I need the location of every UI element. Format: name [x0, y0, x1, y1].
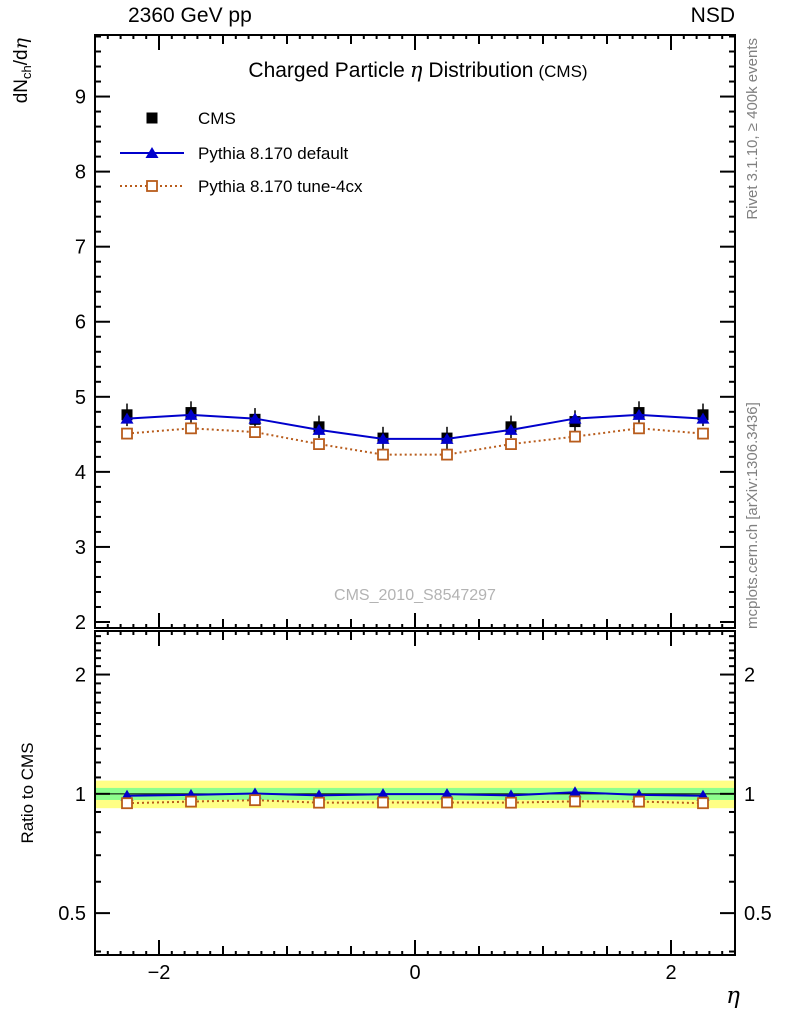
ylabel-post: /d	[11, 49, 32, 65]
plot-title-suffix: (CMS)	[538, 62, 587, 81]
y-tick-label-main: 2	[75, 612, 86, 634]
Pythia 8.170 tune-4cx-marker	[697, 427, 709, 440]
plot-title-eta: η	[410, 58, 423, 82]
Pythia 8.170 tune-4cx-marker	[569, 430, 581, 443]
Pythia 8.170 tune-4cx-marker	[505, 796, 517, 809]
legend-label-pythia-4cx: Pythia 8.170 tune-4cx	[198, 177, 363, 196]
Pythia 8.170 tune-4cx-marker	[377, 448, 389, 461]
y-tick-label-main: 5	[75, 387, 86, 409]
header-event-class: NSD	[691, 4, 735, 27]
y-tick-label-ratio-left: 1	[75, 784, 86, 806]
Pythia 8.170 default-marker	[376, 432, 390, 444]
y-tick-label-ratio-left: 0.5	[58, 903, 86, 925]
Pythia 8.170 tune-4cx-marker	[313, 796, 325, 809]
y-tick-label-main: 4	[75, 462, 86, 484]
x-tick-label: 2	[665, 962, 676, 984]
credit-mcplots: mcplots.cern.ch [arXiv:1306.3436]	[744, 402, 761, 629]
Pythia 8.170 tune-4cx-marker	[697, 797, 709, 810]
y-tick-label-ratio-right: 0.5	[744, 903, 772, 925]
Pythia 8.170 tune-4cx-marker	[633, 422, 645, 435]
plot-title-text2: Distribution	[428, 59, 533, 82]
Pythia 8.170 tune-4cx-marker	[441, 448, 453, 461]
ylabel-sub: ch	[19, 65, 34, 79]
Pythia 8.170 default-marker	[632, 408, 646, 420]
Pythia 8.170 tune-4cx-marker	[249, 794, 261, 807]
Pythia 8.170 tune-4cx-marker	[505, 438, 517, 450]
Pythia 8.170 tune-4cx-marker	[249, 426, 261, 438]
y-tick-label-main: 6	[75, 312, 86, 334]
Pythia 8.170 default-marker	[696, 412, 710, 424]
x-tick-label: 0	[409, 962, 420, 984]
Pythia 8.170 tune-4cx-marker	[633, 795, 645, 808]
pythia-default-marker-icon	[145, 147, 159, 158]
ylabel-eta: η	[10, 37, 32, 49]
Pythia 8.170 default-marker	[440, 788, 454, 800]
Pythia 8.170 tune-4cx-line	[126, 799, 704, 805]
plot-title: Charged Particle η Distribution (CMS)	[248, 58, 587, 82]
Pythia 8.170 default-line	[126, 791, 704, 797]
y-tick-label-main: 3	[75, 537, 86, 559]
Pythia 8.170 default-marker	[568, 412, 582, 424]
legend-item-pythia-default: Pythia 8.170 default	[120, 144, 349, 163]
y-tick-label-ratio-right: 1	[744, 784, 755, 806]
cms-marker-icon	[146, 112, 158, 124]
y-axis-label-ratio: Ratio to CMS	[18, 742, 37, 843]
legend-item-cms: CMS	[146, 109, 236, 128]
Pythia 8.170 default-line	[126, 413, 704, 440]
main-series-layer	[120, 401, 710, 461]
x-axis-label: η	[726, 983, 740, 1009]
plot-title-text: Charged Particle	[248, 59, 404, 82]
watermark-analysis-id: CMS_2010_S8547297	[334, 587, 496, 604]
axis-ticks-layer: −2 0 2 2 3 4 5 6 7 8 9 0.5 0.5 1 1 2 2	[58, 35, 772, 984]
Pythia 8.170 default-marker	[504, 423, 518, 435]
pythia-4cx-marker-icon	[146, 180, 158, 192]
Pythia 8.170 tune-4cx-line	[126, 427, 704, 456]
Pythia 8.170 default-marker	[440, 432, 454, 444]
legend: CMS Pythia 8.170 default Pythia 8.170 tu…	[120, 109, 363, 196]
Pythia 8.170 tune-4cx-marker	[441, 796, 453, 809]
Pythia 8.170 default-marker	[568, 786, 582, 798]
ylabel-pre: dN	[11, 79, 32, 103]
Pythia 8.170 tune-4cx-marker	[377, 796, 389, 809]
Pythia 8.170 tune-4cx-marker	[121, 797, 133, 810]
legend-label-pythia-default: Pythia 8.170 default	[198, 144, 349, 163]
y-tick-label-ratio-left: 2	[75, 665, 86, 687]
y-tick-label-ratio-right: 2	[744, 665, 755, 687]
y-tick-label-main: 8	[75, 162, 86, 184]
Pythia 8.170 tune-4cx-marker	[121, 427, 133, 440]
legend-label-cms: CMS	[198, 109, 236, 128]
Pythia 8.170 default-marker	[376, 788, 390, 800]
y-axis-label-main: dNch/dη	[10, 37, 34, 103]
main-panel-frame	[94, 34, 736, 629]
header-energy: 2360 GeV pp	[128, 4, 252, 27]
y-tick-label-main: 7	[75, 237, 86, 259]
Pythia 8.170 default-marker	[312, 423, 326, 435]
y-tick-label-main: 9	[75, 87, 86, 109]
Pythia 8.170 tune-4cx-marker	[185, 795, 197, 808]
Pythia 8.170 default-marker	[120, 412, 134, 424]
x-tick-label: −2	[148, 962, 171, 984]
legend-item-pythia-4cx: Pythia 8.170 tune-4cx	[120, 177, 363, 196]
credit-rivet: Rivet 3.1.10, ≥ 400k events	[744, 38, 761, 220]
Pythia 8.170 tune-4cx-marker	[313, 438, 325, 450]
Pythia 8.170 default-marker	[184, 408, 198, 420]
ratio-series-layer	[120, 786, 710, 810]
Pythia 8.170 tune-4cx-marker	[185, 422, 197, 435]
Pythia 8.170 default-marker	[248, 412, 262, 424]
Pythia 8.170 tune-4cx-marker	[569, 795, 581, 808]
